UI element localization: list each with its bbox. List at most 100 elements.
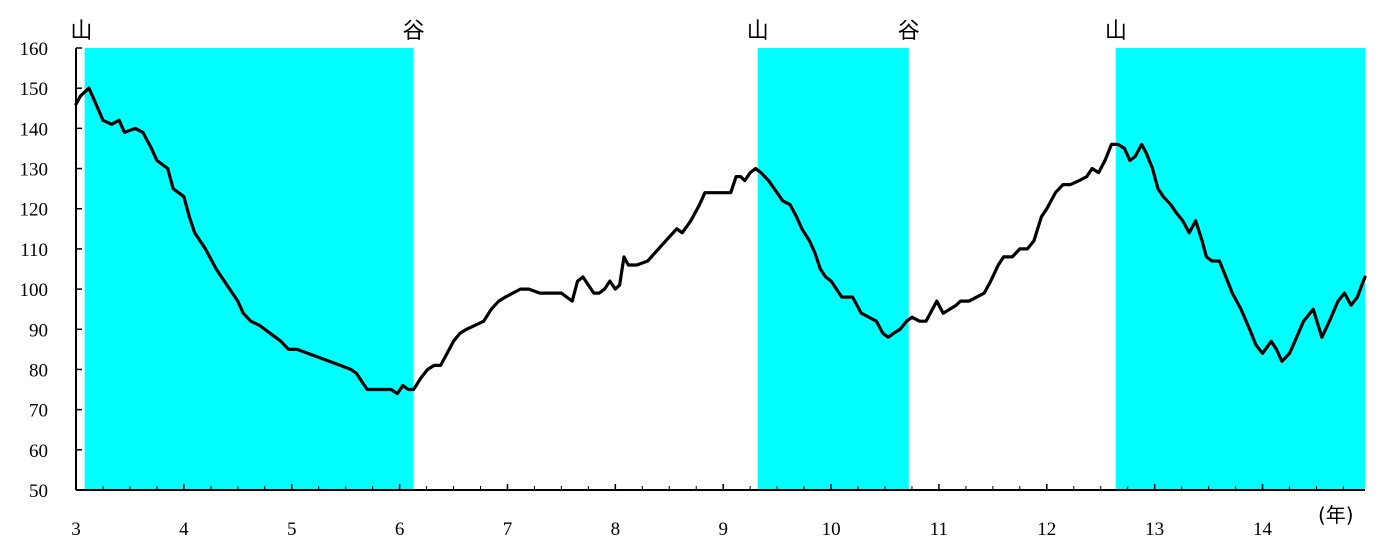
- series-point: [1281, 360, 1283, 362]
- series-point: [1249, 328, 1251, 330]
- series-point: [1218, 260, 1220, 262]
- series-point: [93, 99, 95, 101]
- series-point: [983, 292, 985, 294]
- series-point: [167, 167, 169, 170]
- series-point: [183, 196, 185, 198]
- series-point: [835, 288, 838, 290]
- series-point: [560, 292, 563, 294]
- y-tick-label: 80: [29, 360, 48, 381]
- series-point: [539, 292, 541, 294]
- series-point: [582, 276, 584, 278]
- series-point: [413, 388, 415, 391]
- series-point: [172, 188, 174, 190]
- series-point: [156, 159, 158, 162]
- y-tick-label: 100: [20, 280, 49, 301]
- series-point: [830, 280, 832, 282]
- series-point: [619, 284, 621, 286]
- phase-markers: 山谷山谷山: [70, 19, 1126, 44]
- y-tick-label: 160: [20, 39, 49, 60]
- x-tick-label: 10: [822, 519, 841, 540]
- series-point: [893, 332, 895, 334]
- series-point: [1182, 220, 1184, 222]
- series-point: [1110, 143, 1113, 145]
- series-point: [704, 192, 706, 194]
- series-point: [1117, 143, 1119, 145]
- series-point: [452, 340, 455, 342]
- series-point: [1294, 340, 1296, 342]
- series-point: [990, 280, 992, 282]
- series-point: [1321, 336, 1323, 338]
- series-point: [841, 296, 843, 298]
- series-point: [609, 280, 611, 282]
- series-point: [390, 388, 392, 391]
- series-point: [1046, 208, 1048, 210]
- series-point: [755, 167, 757, 170]
- series-point: [142, 131, 144, 133]
- series-point: [504, 296, 506, 298]
- series-point: [955, 304, 957, 306]
- series-point: [795, 216, 798, 218]
- series-point: [968, 300, 970, 302]
- series-point: [512, 292, 514, 294]
- series-point: [1225, 276, 1227, 278]
- series-point: [490, 308, 492, 310]
- series-point: [204, 248, 206, 250]
- series-point: [269, 332, 271, 334]
- x-tick-label: 5: [287, 519, 297, 540]
- series-point: [1019, 248, 1021, 250]
- series-point: [134, 127, 136, 129]
- series-point: [307, 352, 309, 354]
- series-point: [808, 240, 811, 242]
- series-point: [555, 292, 557, 294]
- series-point: [690, 220, 692, 222]
- series-point: [1270, 340, 1272, 342]
- series-point: [722, 192, 724, 194]
- series-point: [1350, 304, 1352, 306]
- series-point: [1275, 348, 1278, 350]
- series-point: [474, 324, 476, 326]
- series-point: [1255, 344, 1257, 346]
- series-point: [906, 320, 908, 322]
- series-point: [1231, 292, 1233, 294]
- series-point: [566, 296, 568, 298]
- series-point: [1188, 232, 1190, 234]
- series-point: [760, 172, 762, 174]
- series-point: [188, 216, 190, 218]
- series-point: [627, 264, 629, 266]
- phase-marker-label: 谷: [403, 19, 425, 44]
- series-point: [899, 328, 901, 330]
- series-point: [1040, 216, 1042, 218]
- series-point: [396, 393, 398, 395]
- series-point: [446, 352, 448, 354]
- series-point: [402, 384, 404, 387]
- series-point: [730, 192, 732, 194]
- y-tick-label: 110: [20, 240, 48, 261]
- x-tick-label: 4: [179, 519, 189, 540]
- series-point: [1288, 352, 1291, 354]
- series-point: [1195, 220, 1197, 222]
- x-tick-label: 11: [930, 519, 948, 540]
- x-tick-label: 9: [718, 519, 728, 540]
- series-point: [483, 320, 485, 322]
- series-point: [767, 180, 770, 182]
- y-tick-label: 150: [20, 79, 49, 100]
- series-point: [776, 192, 778, 194]
- series-point: [194, 232, 196, 234]
- series-point: [433, 364, 435, 366]
- series-point: [1361, 284, 1363, 286]
- series-point: [111, 123, 113, 125]
- y-tick-label: 130: [20, 160, 49, 181]
- series-point: [819, 268, 821, 270]
- series-point: [318, 356, 320, 358]
- phase-marker-label: 山: [747, 19, 769, 44]
- series-point: [875, 320, 878, 322]
- series-point: [860, 312, 862, 314]
- series-point: [1098, 172, 1100, 174]
- series-point: [647, 260, 649, 262]
- series-point: [668, 236, 670, 238]
- y-tick-label: 120: [20, 200, 49, 221]
- series-point: [1054, 192, 1056, 194]
- series-point: [942, 312, 944, 314]
- series-point: [681, 232, 683, 234]
- series-point: [1086, 176, 1088, 178]
